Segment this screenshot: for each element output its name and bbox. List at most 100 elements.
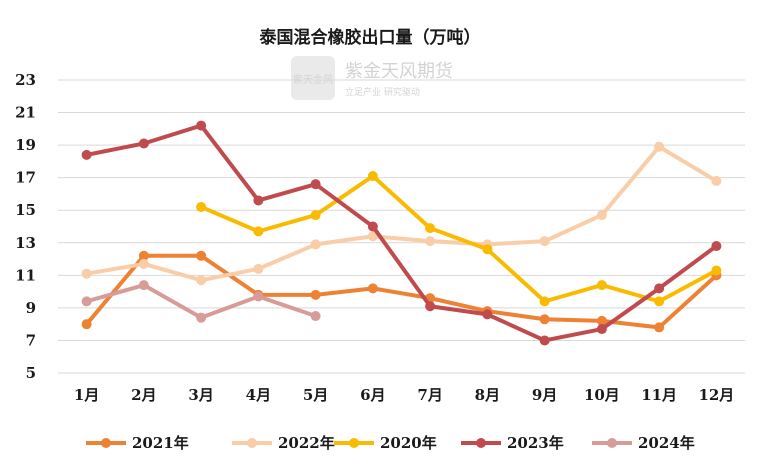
data-point bbox=[253, 263, 264, 274]
x-axis-ticks: 1月 2月 3月 4月 5月 6月 7月 8月 9月 10月 11月 12月 bbox=[74, 386, 734, 404]
data-point bbox=[138, 250, 149, 261]
series-1 bbox=[81, 141, 722, 286]
data-point bbox=[482, 244, 493, 255]
x-tick-label: 12月 bbox=[698, 386, 734, 404]
y-tick-label: 5 bbox=[26, 364, 36, 382]
series-layer bbox=[81, 120, 722, 346]
x-tick-label: 6月 bbox=[360, 386, 385, 404]
y-axis-ticks: 5 7 9 11 13 15 17 19 21 23 bbox=[15, 71, 36, 382]
y-tick-label: 23 bbox=[15, 71, 36, 89]
data-point bbox=[539, 335, 550, 346]
data-point bbox=[367, 231, 378, 242]
data-point bbox=[596, 280, 607, 291]
legend-item: 2020年 bbox=[334, 434, 437, 452]
data-point bbox=[654, 296, 665, 307]
data-point bbox=[310, 239, 321, 250]
data-point bbox=[310, 311, 321, 322]
data-point bbox=[196, 275, 207, 286]
data-point bbox=[138, 258, 149, 269]
legend-swatch-marker bbox=[607, 438, 617, 448]
data-point bbox=[654, 322, 665, 333]
data-point bbox=[425, 223, 436, 234]
y-tick-label: 15 bbox=[15, 201, 36, 219]
legend-swatch-marker bbox=[101, 438, 111, 448]
legend-swatch-marker bbox=[349, 438, 359, 448]
legend-label: 2023年 bbox=[507, 434, 564, 452]
data-point bbox=[81, 296, 92, 307]
x-tick-label: 1月 bbox=[74, 386, 99, 404]
data-point bbox=[253, 226, 264, 237]
data-point bbox=[81, 268, 92, 279]
series-2 bbox=[196, 171, 722, 307]
data-point bbox=[367, 221, 378, 232]
data-point bbox=[596, 324, 607, 335]
series-line bbox=[84, 123, 719, 343]
legend-label: 2020年 bbox=[380, 434, 437, 452]
x-tick-label: 11月 bbox=[641, 386, 677, 404]
y-tick-label: 11 bbox=[15, 266, 36, 284]
data-point bbox=[596, 210, 607, 221]
data-point bbox=[425, 236, 436, 247]
data-point bbox=[138, 280, 149, 291]
x-tick-label: 2月 bbox=[131, 386, 156, 404]
data-point bbox=[539, 236, 550, 247]
data-point bbox=[253, 195, 264, 206]
y-tick-label: 19 bbox=[15, 136, 36, 154]
y-tick-label: 21 bbox=[15, 104, 36, 122]
y-tick-label: 13 bbox=[15, 234, 36, 252]
data-point bbox=[367, 171, 378, 182]
data-point bbox=[196, 201, 207, 212]
data-point bbox=[482, 309, 493, 320]
data-point bbox=[711, 175, 722, 186]
y-tick-label: 7 bbox=[26, 331, 36, 349]
grid bbox=[58, 79, 745, 374]
x-tick-label: 5月 bbox=[303, 386, 328, 404]
data-point bbox=[654, 283, 665, 294]
data-point bbox=[539, 296, 550, 307]
legend: 2021年 2022年 2020年 2023年 2024年 bbox=[86, 434, 695, 452]
data-point bbox=[310, 289, 321, 300]
data-point bbox=[539, 314, 550, 325]
data-point bbox=[138, 138, 149, 149]
data-point bbox=[81, 319, 92, 330]
watermark-slogan: 立足产业 研究驱动 bbox=[345, 86, 420, 98]
watermark: 紫天金风 紫金天风期货 立足产业 研究驱动 bbox=[291, 56, 453, 100]
legend-swatch-marker bbox=[476, 438, 486, 448]
legend-swatch-marker bbox=[247, 438, 257, 448]
legend-label: 2021年 bbox=[132, 434, 189, 452]
y-tick-label: 9 bbox=[26, 299, 36, 317]
x-tick-label: 3月 bbox=[188, 386, 213, 404]
data-point bbox=[196, 250, 207, 261]
series-line bbox=[199, 174, 719, 304]
series-3 bbox=[81, 120, 722, 346]
legend-item: 2022年 bbox=[232, 434, 335, 452]
y-tick-label: 17 bbox=[15, 169, 36, 187]
x-tick-label: 7月 bbox=[417, 386, 442, 404]
watermark-logo bbox=[291, 56, 335, 100]
data-point bbox=[310, 210, 321, 221]
x-tick-label: 8月 bbox=[475, 386, 500, 404]
data-point bbox=[196, 120, 207, 131]
chart-title: 泰国混合橡胶出口量（万吨） bbox=[260, 27, 481, 48]
data-point bbox=[367, 283, 378, 294]
data-point bbox=[711, 265, 722, 276]
legend-label: 2022年 bbox=[278, 434, 335, 452]
watermark-name: 紫金天风期货 bbox=[345, 61, 453, 82]
data-point bbox=[81, 149, 92, 160]
data-point bbox=[711, 241, 722, 252]
series-4 bbox=[81, 280, 321, 323]
legend-item: 2023年 bbox=[461, 434, 564, 452]
legend-label: 2024年 bbox=[638, 434, 695, 452]
data-point bbox=[253, 291, 264, 302]
legend-item: 2021年 bbox=[86, 434, 189, 452]
series-line bbox=[84, 144, 719, 283]
data-point bbox=[596, 315, 607, 326]
x-tick-label: 9月 bbox=[532, 386, 557, 404]
legend-item: 2024年 bbox=[592, 434, 695, 452]
data-point bbox=[425, 301, 436, 312]
x-tick-label: 4月 bbox=[246, 386, 271, 404]
data-point bbox=[310, 179, 321, 190]
x-tick-label: 10月 bbox=[584, 386, 620, 404]
data-point bbox=[196, 312, 207, 323]
